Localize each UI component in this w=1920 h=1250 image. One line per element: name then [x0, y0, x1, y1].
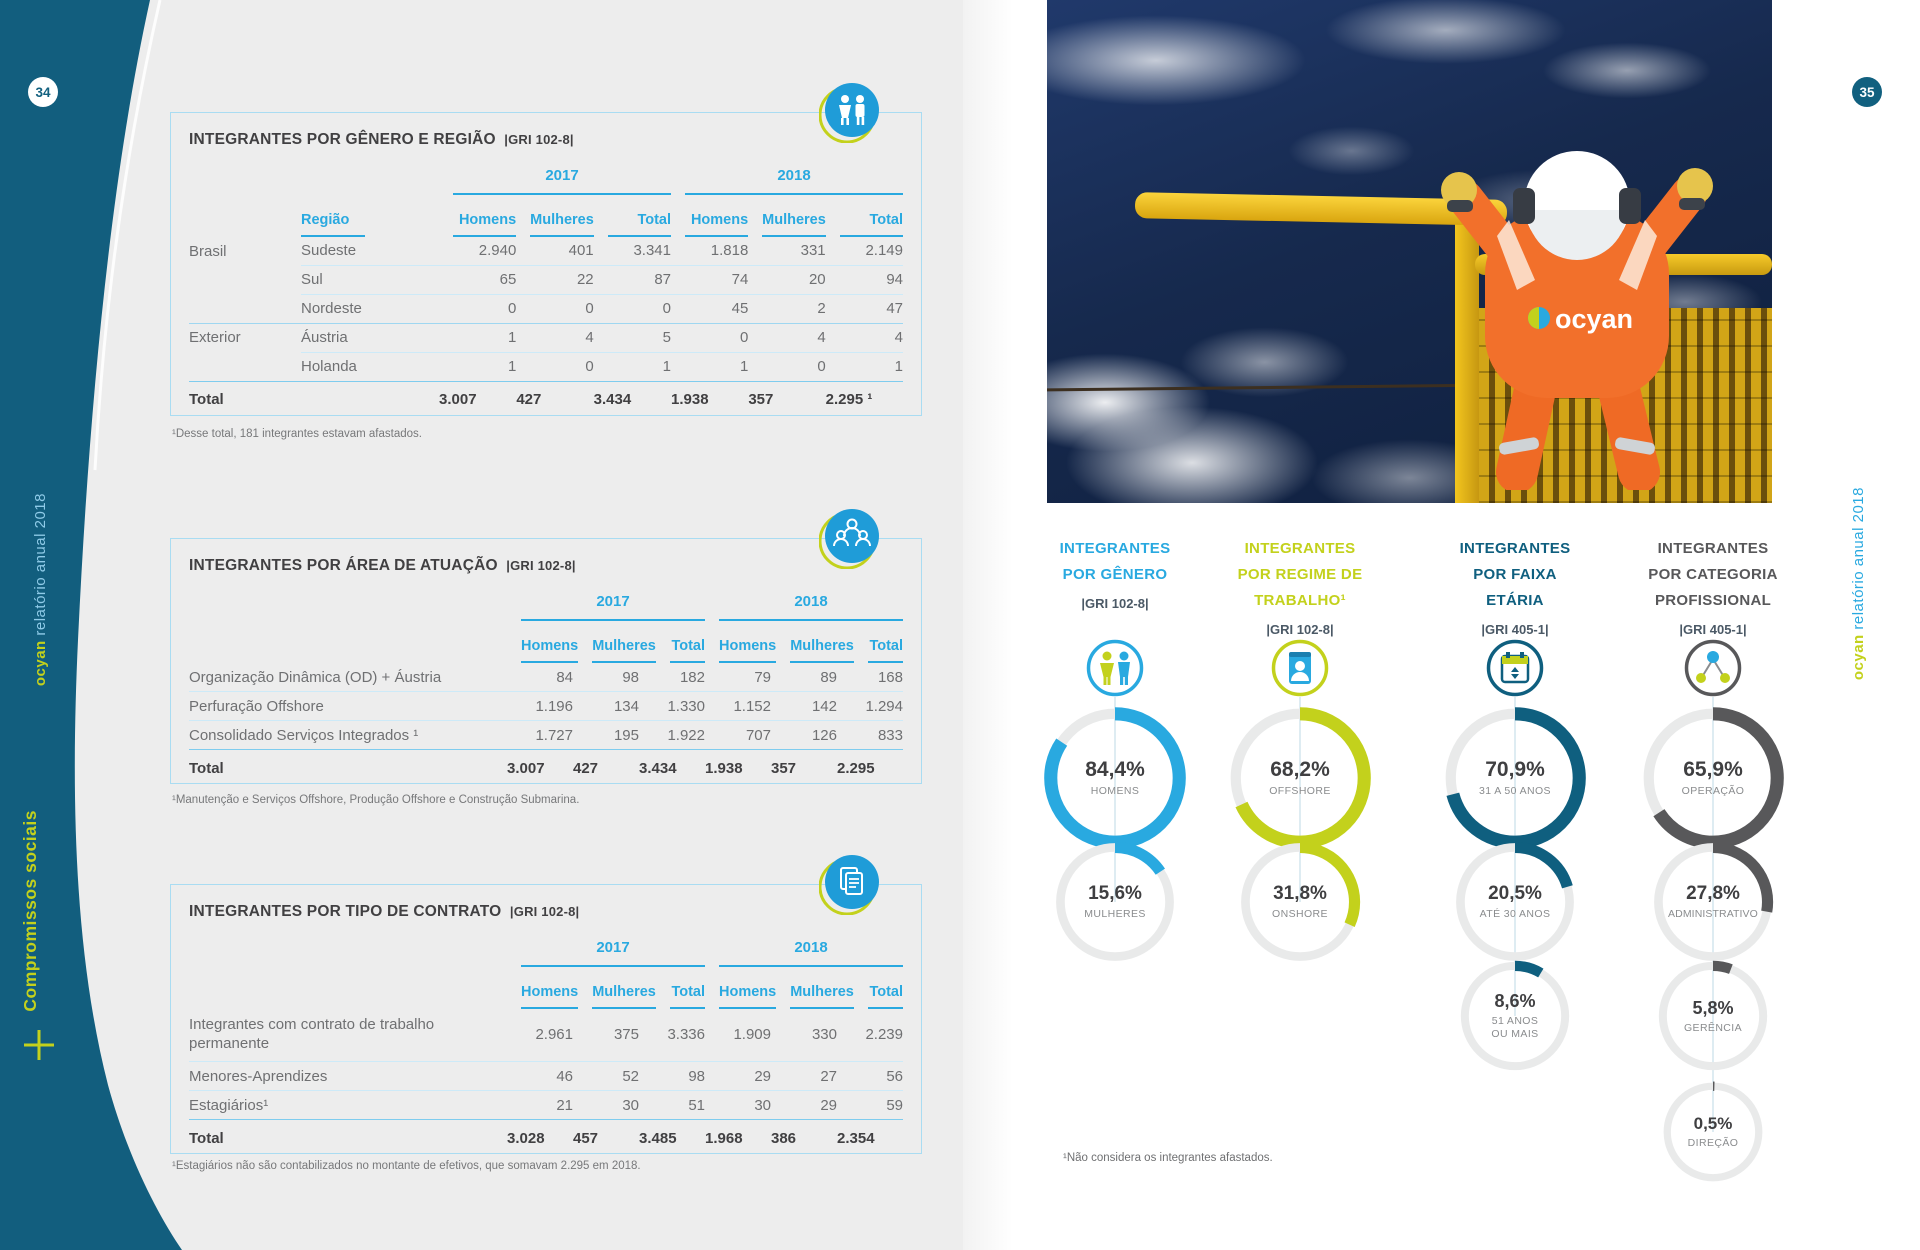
donut-ate-30-anos: 20,5% ATÉ 30 ANOS [1453, 840, 1577, 964]
team-table-icon [818, 507, 881, 570]
chart-header-faixa-etaria: INTEGRANTES POR FAIXA ETÁRIA |GRI 405-1| [1415, 536, 1615, 637]
gri-tag: |GRI 102-8| [506, 558, 576, 573]
table-total-row: Total 3.007 427 3.434 1.938 357 2.295 [189, 759, 875, 777]
id-badge-icon [1271, 639, 1329, 697]
plus-icon [24, 1030, 54, 1060]
charts-footnote: ¹Não considera os integrantes afastados. [1063, 1152, 1273, 1164]
connector-line [1712, 697, 1714, 1132]
brand-suffix: relatório anual 2018 [32, 492, 49, 636]
chart-header-regime: INTEGRANTES POR REGIME DE TRABALHO¹ |GRI… [1200, 536, 1400, 637]
gri-tag: |GRI 102-8| [509, 904, 580, 919]
table-row: Menores-Aprendizes 46 52 98 29 27 56 [189, 1062, 903, 1091]
brand-sidebar-left: ocyan relatório anual 2018 [32, 493, 49, 686]
year-2017: 2017 [453, 167, 671, 195]
column-header-row: Homens Mulheres Total Homens Mulheres To… [189, 967, 903, 1009]
year-2018: 2018 [719, 939, 903, 967]
table-row: Exterior Áustria 1 4 5 0 4 4 [189, 324, 903, 353]
connector-line [1299, 697, 1301, 902]
year-2018: 2018 [719, 593, 903, 621]
donut-homens: 84,4% HOMENS [1042, 705, 1188, 851]
table-row: Estagiários¹ 21 30 51 30 29 59 [189, 1091, 903, 1120]
gri-tag: |GRI 102-8| [504, 132, 574, 147]
donut-operacao: 65,9% OPERAÇÃO [1640, 705, 1786, 851]
col-regiao: Região [301, 212, 365, 237]
table-title: INTEGRANTES POR ÁREA DE ATUAÇÃO |GRI 102… [189, 557, 576, 574]
table-total-row: Total 3.007 427 3.434 1.938 357 2.295 ¹ [189, 391, 873, 408]
gri-tag: |GRI 405-1| [1481, 622, 1549, 637]
org-network-icon [1684, 639, 1742, 697]
gender-table-icon [818, 81, 881, 144]
table-row: Organização Dinâmica (OD) + Áustria 84 9… [189, 663, 903, 692]
photo-logo-text: ocyan [1555, 304, 1633, 334]
gender-icon [1086, 639, 1144, 697]
year-header-row: 2017 2018 [189, 585, 903, 621]
table-title: INTEGRANTES POR GÊNERO E REGIÃO |GRI 102… [189, 131, 574, 148]
table-row: Integrantes com contrato de trabalho per… [189, 1009, 903, 1062]
photo-offshore-worker: ocyan [1047, 0, 1772, 503]
donut-direcao: 0,5% DIREÇÃO [1661, 1080, 1765, 1184]
table-tipo-contrato: INTEGRANTES POR TIPO DE CONTRATO |GRI 10… [170, 855, 922, 1154]
donut-offshore: 68,2% OFFSHORE [1227, 705, 1373, 851]
donut-gerencia: 5,8% GERÊNCIA [1656, 959, 1770, 1073]
left-edge-swoosh [0, 0, 182, 1250]
table-row: Consolidado Serviços Integrados ¹ 1.727 … [189, 721, 903, 750]
brand-ocyan: ocyan [1850, 634, 1867, 680]
brand-suffix: relatório anual 2018 [1850, 486, 1867, 630]
table-row: Perfuração Offshore 1.196 134 1.330 1.15… [189, 692, 903, 721]
donut-51-anos-ou-mais: 8,6% 51 ANOS OU MAIS [1458, 959, 1572, 1073]
column-header-row: Homens Mulheres Total Homens Mulheres To… [189, 621, 903, 663]
brand-ocyan: ocyan [32, 640, 49, 686]
chart-header-categoria: INTEGRANTES POR CATEGORIA PROFISSIONAL |… [1613, 536, 1813, 637]
table-total-row: Total 3.028 457 3.485 1.968 386 2.354 [189, 1129, 875, 1147]
page-number-35: 35 [1852, 77, 1882, 107]
table-footnote: ¹Desse total, 181 integrantes estavam af… [172, 428, 422, 440]
table-row: Sul 65 22 87 74 20 94 [189, 266, 903, 295]
year-2017: 2017 [521, 939, 705, 967]
table-title: INTEGRANTES POR TIPO DE CONTRATO |GRI 10… [189, 903, 580, 920]
connector-line [1514, 697, 1516, 1016]
donut-administrativo: 27,8% ADMINISTRATIVO [1651, 840, 1775, 964]
gri-tag: |GRI 405-1| [1679, 622, 1747, 637]
table-row: Holanda 1 0 1 1 0 1 [189, 352, 903, 382]
column-header-row: Região Homens Mulheres Total Homens Mulh… [189, 195, 903, 237]
donut-mulheres: 15,6% MULHERES [1053, 840, 1177, 964]
table-genero-regiao: INTEGRANTES POR GÊNERO E REGIÃO |GRI 102… [170, 83, 922, 416]
year-header-row: 2017 2018 [189, 159, 903, 195]
section-label: Compromissos sociais [20, 810, 40, 1012]
calendar-icon [1486, 639, 1544, 697]
worker-figure: ocyan [1441, 151, 1713, 490]
page-left: INTEGRANTES POR GÊNERO E REGIÃO |GRI 102… [0, 0, 963, 1250]
donut-onshore: 31,8% ONSHORE [1238, 840, 1362, 964]
gri-tag: |GRI 102-8| [1266, 622, 1334, 637]
table-footnote: ¹Manutenção e Serviços Offshore, Produçã… [172, 794, 580, 806]
table-footnote: ¹Estagiários não são contabilizados no m… [172, 1160, 641, 1172]
donut-31-50-anos: 70,9% 31 A 50 ANOS [1442, 705, 1588, 851]
contract-table-icon [818, 853, 881, 916]
chart-header-genero: INTEGRANTES POR GÊNERO |GRI 102-8| [1015, 536, 1215, 611]
table-area-atuacao: INTEGRANTES POR ÁREA DE ATUAÇÃO |GRI 102… [170, 509, 922, 784]
year-2018: 2018 [685, 167, 903, 195]
table-row: Nordeste 0 0 0 45 2 47 [189, 294, 903, 324]
connector-line [1114, 697, 1116, 902]
year-2017: 2017 [521, 593, 705, 621]
page-number-34: 34 [28, 77, 58, 107]
brand-sidebar-right: ocyan relatório anual 2018 [1850, 487, 1867, 680]
gri-tag: |GRI 102-8| [1081, 596, 1149, 611]
year-header-row: 2017 2018 [189, 931, 903, 967]
yellow-beam [1455, 200, 1479, 503]
table-row: Brasil Sudeste 2.940 401 3.341 1.818 331… [189, 237, 903, 266]
